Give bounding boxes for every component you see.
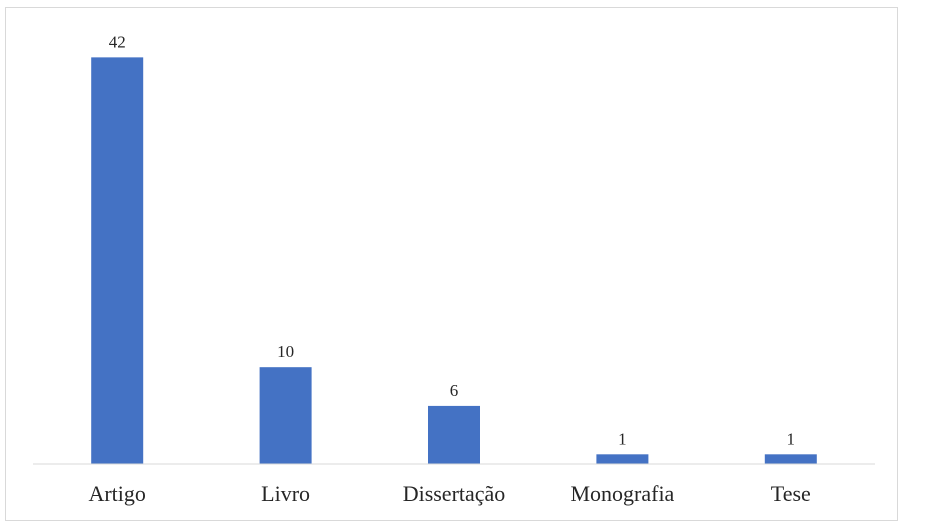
value-label-tese: 1 xyxy=(787,429,796,448)
category-label-artigo: Artigo xyxy=(88,481,145,506)
bar-artigo xyxy=(91,57,144,464)
bar-tese xyxy=(764,454,817,464)
chart-frame: 42 Artigo 10 Livro 6 Dissertação 1 Monografia 1 T… xyxy=(5,7,898,521)
category-label-tese: Tese xyxy=(771,481,811,506)
bar-livro xyxy=(259,367,312,464)
category-label-dissertação: Dissertação xyxy=(403,481,506,506)
category-label-monografia: Monografia xyxy=(570,481,674,506)
value-label-artigo: 42 xyxy=(109,32,126,51)
category-label-livro: Livro xyxy=(261,481,310,506)
value-label-dissertação: 6 xyxy=(450,381,459,400)
bar-monografia xyxy=(596,454,649,464)
bar-chart: 42 Artigo 10 Livro 6 Dissertação 1 Monografia 1 T… xyxy=(33,32,875,506)
bar-dissertação xyxy=(428,405,480,464)
value-label-livro: 10 xyxy=(277,342,294,361)
value-label-monografia: 1 xyxy=(618,429,627,448)
